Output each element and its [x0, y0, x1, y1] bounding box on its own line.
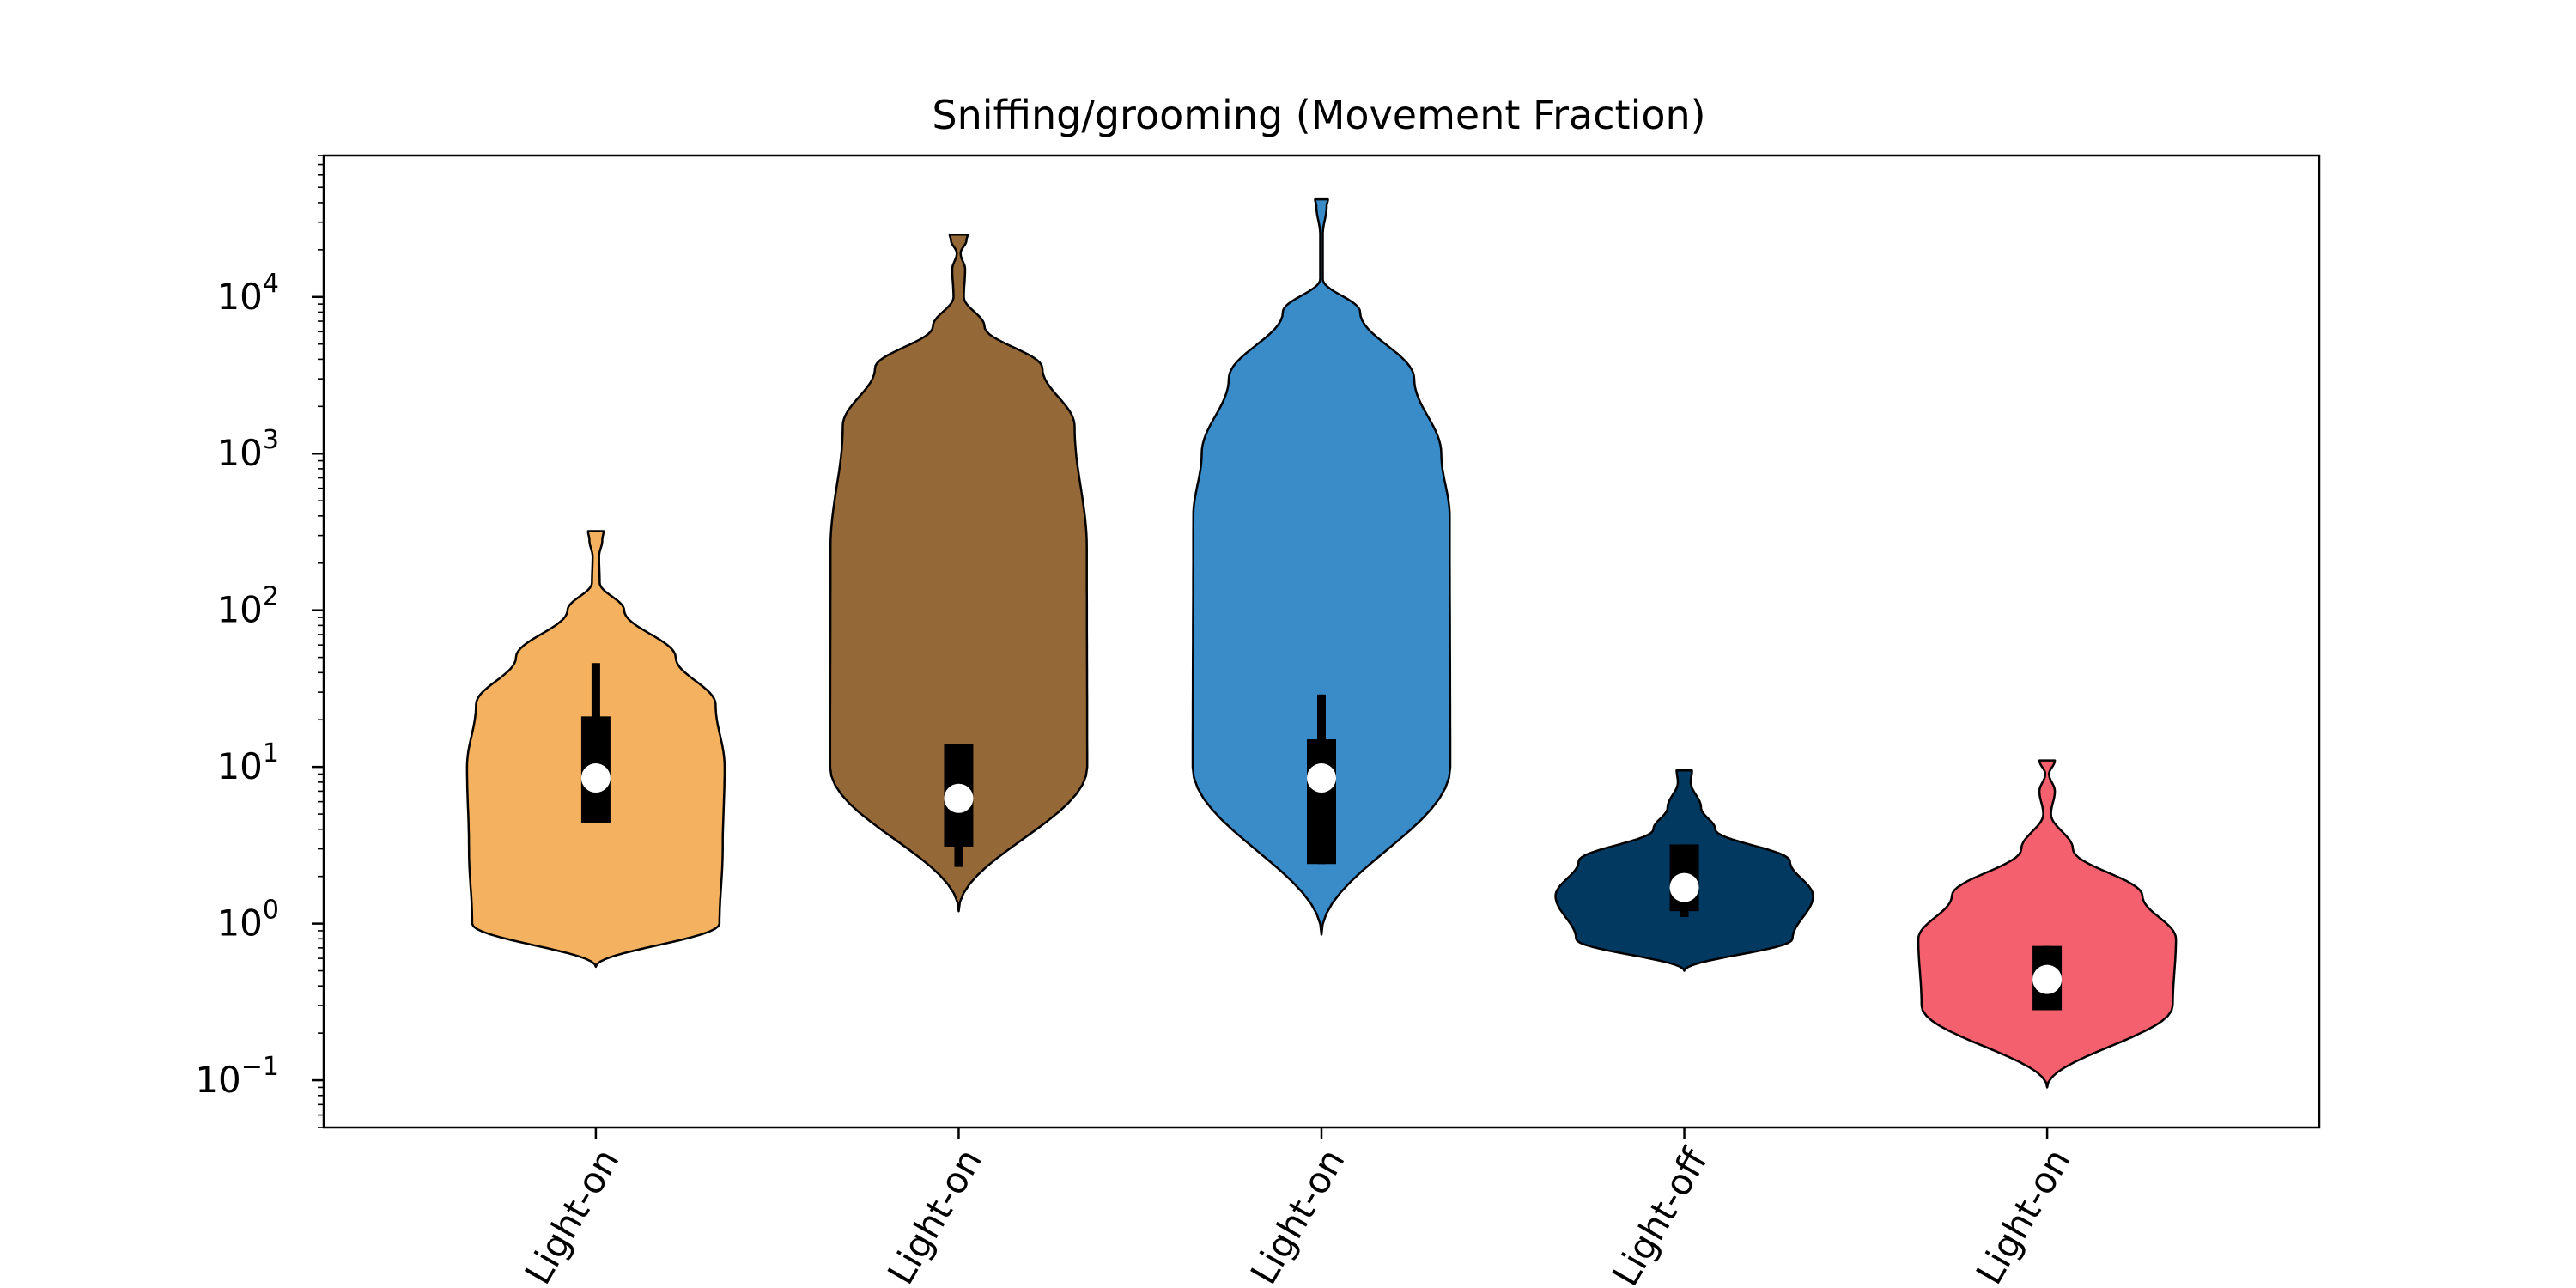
x-tick-label: Light-off — [1604, 1141, 1716, 1288]
violin-1 — [465, 530, 726, 969]
y-tick-label: 101 — [216, 738, 279, 787]
x-tick-label: Light-on — [1242, 1142, 1353, 1288]
iqr-box — [1307, 739, 1336, 865]
violin-3 — [1191, 197, 1452, 936]
x-tick-label: Light-on — [517, 1142, 628, 1288]
x-axis: Light-on Light-on Light-on Light-off Light-o… — [517, 1127, 2079, 1288]
y-tick-label: 100 — [216, 896, 279, 945]
violin-body — [1917, 759, 2178, 1089]
chart-title: Sniffing/grooming (Movement Fraction) — [932, 92, 1705, 138]
x-tick-label: Light-on — [1968, 1142, 2079, 1288]
plot-area-frame — [322, 154, 2321, 1129]
y-axis: 10−1 100 101 102 103 104 — [195, 155, 324, 1128]
y-tick-label: 102 — [216, 582, 279, 631]
y-tick-label: 10−1 — [195, 1052, 279, 1101]
violins-layer — [465, 197, 2178, 1089]
x-tick-label: Light-on — [879, 1142, 990, 1288]
median-point — [1669, 872, 1699, 902]
median-point — [580, 763, 611, 793]
y-tick-label: 103 — [216, 425, 279, 474]
y-tick-label: 104 — [216, 269, 279, 318]
violin-2 — [829, 233, 1089, 913]
violin-body — [829, 233, 1089, 913]
violin-4 — [1554, 769, 1814, 972]
violin-5 — [1917, 759, 2178, 1089]
median-point — [2032, 964, 2063, 994]
median-point — [1307, 763, 1336, 793]
median-point — [944, 783, 974, 813]
violin-body — [1191, 197, 1452, 936]
